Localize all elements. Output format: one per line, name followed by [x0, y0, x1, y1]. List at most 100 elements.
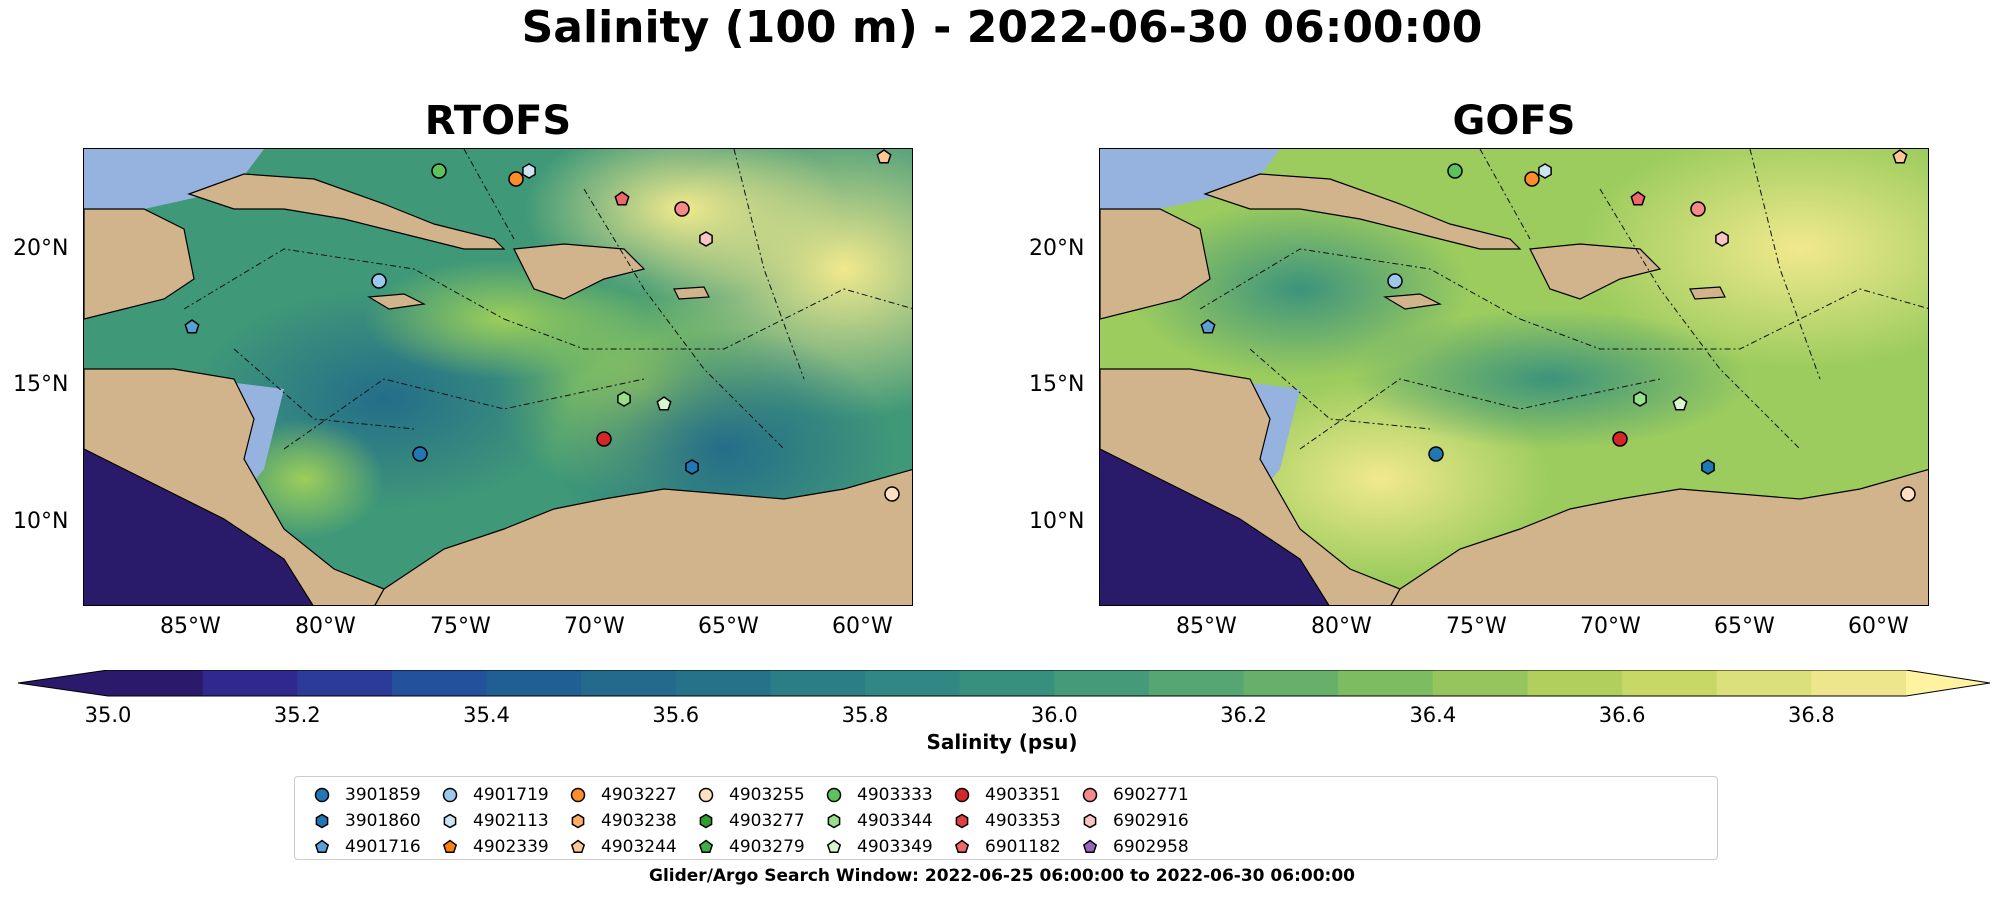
colorbar-tick-label: 35.6: [652, 703, 700, 727]
jamaica-land: [367, 293, 426, 310]
legend-item: 4903344: [825, 811, 933, 831]
legend-item: 4903255: [697, 785, 805, 805]
colorbar-segment: [108, 670, 204, 696]
legend-label: 4903227: [601, 785, 677, 805]
eez-boundaries: [183, 149, 912, 450]
legend-label: 4902113: [473, 811, 549, 831]
legend-item: 6902771: [1081, 785, 1189, 805]
legend-marker-icon: [827, 813, 841, 829]
rtofs-float-4903227: [508, 171, 524, 187]
legend-marker-icon: [571, 813, 585, 829]
legend-marker-icon: [698, 787, 714, 803]
legend-marker-icon: [826, 839, 842, 854]
legend-label: 4903255: [729, 785, 805, 805]
gofs-panel-title: GOFS: [1452, 98, 1576, 144]
colorbar-segment: [1432, 670, 1528, 696]
legend-marker-icon: [314, 839, 330, 854]
rtofs-float-4902113: [522, 163, 536, 179]
legend-item: 4901719: [441, 785, 549, 805]
rtofs-float-4903351: [596, 431, 612, 447]
legend-marker-icon: [698, 839, 714, 854]
colorbar-segment: [1811, 670, 1907, 696]
gofs-float-4901719: [1387, 273, 1403, 289]
legend-item: 6902916: [1081, 811, 1189, 831]
rtofs-float-6902771: [674, 201, 690, 217]
colorbar-segment: [1716, 670, 1812, 696]
lat-tick-label: 15°N: [1029, 372, 1085, 397]
legend-marker-icon: [699, 813, 713, 829]
rtofs-float-3901860: [685, 459, 699, 475]
colorbar-label: Salinity (psu): [926, 730, 1078, 754]
lon-tick-label: 70°W: [564, 614, 625, 639]
rtofs-float-6901182: [614, 191, 630, 206]
rtofs-float-3901859: [412, 446, 428, 462]
rtofs-float-4901716: [184, 319, 200, 334]
colorbar-segment: [675, 670, 771, 696]
legend-label: 4903344: [857, 811, 933, 831]
legend-marker-icon: [314, 787, 330, 803]
lon-tick-label: 75°W: [430, 614, 491, 639]
colorbar-segment: [297, 670, 393, 696]
lat-tick-label: 20°N: [1029, 236, 1085, 261]
gofs-float-4903349: [1672, 396, 1688, 411]
legend-marker-icon: [1082, 787, 1098, 803]
legend-marker-icon: [570, 787, 586, 803]
gofs-float-6901182: [1630, 191, 1646, 206]
legend-label: 4901719: [473, 785, 549, 805]
figure-title: Salinity (100 m) - 2022-06-30 06:00:00: [521, 2, 1483, 53]
colorbar-tick-label: 36.2: [1220, 703, 1267, 727]
legend-item: 4903279: [697, 837, 805, 857]
gofs-float-4903255: [1900, 486, 1916, 502]
lon-tick-label: 85°W: [160, 614, 221, 639]
colorbar-tick-label: 36.6: [1598, 703, 1646, 727]
colorbar-tick-label: 36.0: [1030, 703, 1078, 727]
colorbar-segment: [202, 670, 298, 696]
legend-marker-icon: [826, 787, 842, 803]
lat-tick-label: 10°N: [13, 509, 69, 534]
legend-item: 4903277: [697, 811, 805, 831]
colorbar-segment: [1622, 670, 1718, 696]
legend-marker-icon: [442, 787, 458, 803]
colorbar-tick-label: 35.4: [463, 703, 510, 727]
lon-tick-label: 85°W: [1176, 614, 1237, 639]
lon-tick-label: 70°W: [1580, 614, 1641, 639]
legend-label: 6902958: [1113, 837, 1189, 857]
colorbar-tick-label: 36.8: [1787, 703, 1835, 727]
search-window-text: Glider/Argo Search Window: 2022-06-25 06…: [649, 866, 1355, 886]
legend-label: 6901182: [985, 837, 1061, 857]
gofs-float-4903227: [1524, 171, 1540, 187]
colorbar-tick-label: 35.0: [84, 703, 132, 727]
cuba-land: [187, 173, 506, 250]
lon-tick-label: 75°W: [1446, 614, 1507, 639]
gofs-float-4903351: [1612, 431, 1628, 447]
lat-tick-label: 20°N: [13, 236, 69, 261]
gofs-float-6902916: [1715, 231, 1729, 247]
legend-marker-icon: [1083, 813, 1097, 829]
rtofs-float-4903333: [431, 163, 447, 179]
rtofs-float-4903344: [617, 391, 631, 407]
gofs-float-4903333: [1447, 163, 1463, 179]
legend-label: 6902916: [1113, 811, 1189, 831]
legend-item: 6902958: [1081, 837, 1189, 857]
legend-label: 4903244: [601, 837, 677, 857]
legend-item: 4903244: [569, 837, 677, 857]
colorbar-segment: [865, 670, 961, 696]
rtofs-float-4903244: [876, 149, 892, 164]
colorbar-outline: [17, 670, 1991, 697]
rtofs-float-4903255: [884, 486, 900, 502]
gofs-map: [1099, 148, 1929, 606]
south-america-land: [374, 468, 912, 605]
legend-marker-icon: [954, 787, 970, 803]
legend-label: 4901716: [345, 837, 421, 857]
legend-marker-icon: [315, 813, 329, 829]
colorbar-segment: [770, 670, 866, 696]
legend-item: 3901860: [313, 811, 421, 831]
legend-label: 4903238: [601, 811, 677, 831]
legend-item: 4902339: [441, 837, 549, 857]
colorbar-segment: [959, 670, 1055, 696]
hispaniola-land: [513, 243, 646, 300]
legend-label: 4903333: [857, 785, 933, 805]
colorbar-segment: [391, 670, 488, 696]
colorbar: [17, 670, 1991, 697]
legend-label: 4903349: [857, 837, 933, 857]
